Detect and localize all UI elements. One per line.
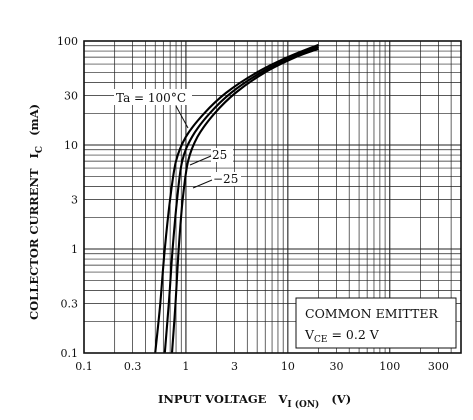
y-tick-label: 10 (64, 139, 78, 152)
x-tick-label: 0.1 (75, 360, 93, 373)
y-tick-label: 30 (64, 89, 78, 102)
x-tick-label: 0.3 (124, 360, 142, 373)
series-line-1 (163, 45, 319, 354)
series-line-2 (170, 47, 319, 354)
series-label-leader-100c (175, 105, 189, 129)
x-tick-labels: 0.1 0.3 1 3 10 30 100 300 (75, 360, 449, 373)
y-tick-label: 3 (71, 193, 78, 206)
x-tick-label: 10 (281, 360, 295, 373)
series-line-0 (154, 43, 319, 354)
legend-box: COMMON EMITTER VCE = 0.2 V (295, 297, 457, 349)
x-axis-title: INPUT VOLTAGE VI (ON) (V) (158, 392, 351, 410)
x-tick-label: 3 (231, 360, 238, 373)
series-lines (154, 43, 319, 354)
series-label-100c: Ta = 100°C (116, 91, 186, 105)
x-tick-label: 300 (428, 360, 449, 373)
y-tick-label: 100 (57, 35, 78, 48)
series-labels: Ta = 100°C 25 −25 (114, 89, 241, 189)
series-label-25c: 25 (212, 148, 227, 162)
y-tick-labels: 0.1 0.3 1 3 10 30 100 (57, 35, 78, 360)
x-tick-label: 30 (329, 360, 343, 373)
y-axis-title: COLLECTOR CURRENTIC(mA) (27, 104, 45, 320)
y-tick-label: 1 (71, 243, 78, 256)
series-label-leader-25c (189, 155, 212, 166)
y-tick-label: 0.1 (61, 347, 79, 360)
y-tick-label: 0.3 (61, 297, 79, 310)
x-tick-label: 1 (182, 360, 189, 373)
series-label-leader-minus25c (192, 179, 213, 189)
plot-frame (83, 40, 462, 354)
series-label-minus25c: −25 (213, 172, 238, 186)
legend-line-1: COMMON EMITTER (305, 306, 438, 321)
legend-line-2: VCE = 0.2 V (304, 327, 380, 345)
x-tick-label: 100 (379, 360, 400, 373)
